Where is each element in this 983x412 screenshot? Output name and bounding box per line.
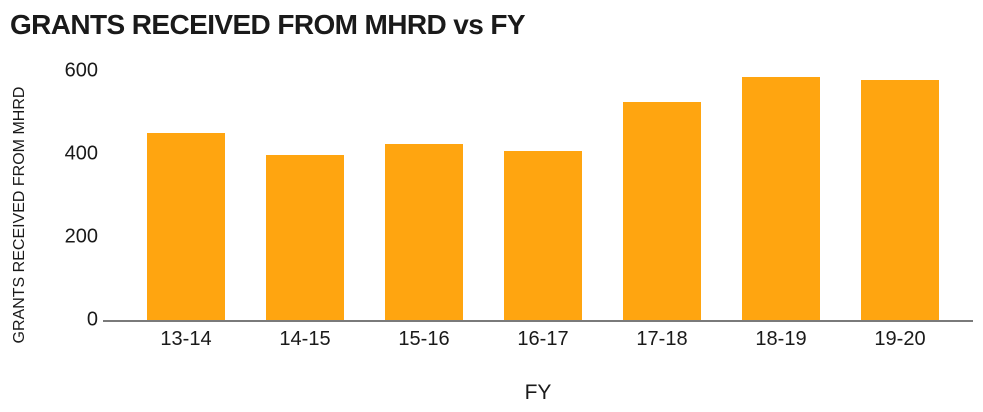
y-tick-label: 200 [64, 225, 98, 248]
bar-17-18 [623, 101, 701, 320]
bar-14-15 [266, 155, 344, 320]
x-axis-title: FY [524, 381, 552, 404]
y-axis-title: GRANTS RECEIVED FROM MHRD [11, 86, 28, 344]
chart-title: GRANTS RECEIVED FROM MHRD vs FY [10, 9, 526, 40]
x-tick-label: 16-17 [517, 328, 569, 350]
x-tick-label: 19-20 [874, 328, 926, 350]
y-tick-label: 0 [86, 308, 98, 331]
bar-18-19 [742, 77, 820, 320]
x-tick-label: 13-14 [160, 328, 212, 350]
bar-19-20 [861, 80, 939, 320]
bar-16-17 [504, 150, 582, 320]
plot-area [103, 71, 973, 322]
y-tick-label: 400 [64, 142, 98, 165]
bar-13-14 [147, 133, 225, 320]
x-tick-label: 17-18 [636, 328, 688, 350]
x-tick-label: 15-16 [398, 328, 450, 350]
x-tick-label: 14-15 [279, 328, 331, 350]
y-tick-label: 600 [64, 59, 98, 82]
x-tick-label: 18-19 [755, 328, 807, 350]
bar-15-16 [385, 143, 463, 320]
